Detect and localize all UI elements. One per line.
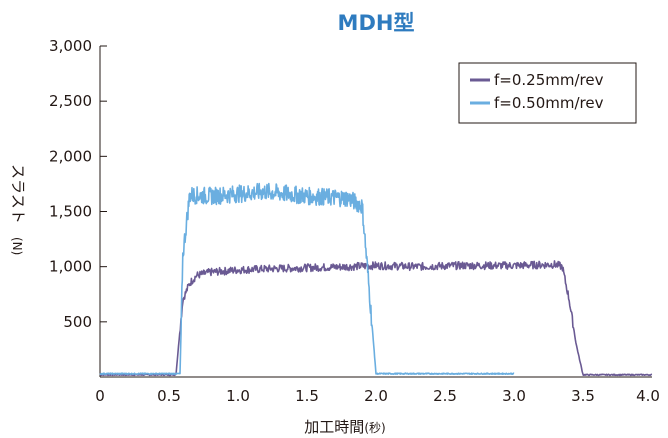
x-axis-unit: (秒) [364, 421, 385, 435]
x-tick-label: 1.5 [295, 387, 319, 405]
x-tick-label: 3.0 [502, 387, 526, 405]
series-layer [99, 182, 653, 377]
y-tick-label: 3,000 [49, 37, 92, 55]
legend-box [458, 62, 637, 124]
x-tick-label: 4.0 [636, 387, 660, 405]
plot-area: 500 1,000 1,500 2,000 2,500 3,000 0 0.5 1.0 1.5 2… [49, 37, 660, 405]
y-tick-label: 2,000 [49, 147, 92, 165]
y-tick-label: 1,000 [49, 258, 92, 276]
x-tick-label: 2.5 [433, 387, 457, 405]
x-tick-label: 0.5 [157, 387, 181, 405]
x-tick-label: 1.0 [226, 387, 250, 405]
x-axis-label-text: 加工時間 [304, 418, 364, 436]
x-tick-label: 0 [95, 387, 105, 405]
y-tick-label: 500 [63, 313, 92, 331]
y-tick-label: 2,500 [49, 92, 92, 110]
y-axis-ticks: 500 1,000 1,500 2,000 2,500 3,000 [49, 37, 107, 331]
x-axis-label: 加工時間(秒) [304, 418, 385, 436]
x-tick-label: 3.5 [571, 387, 595, 405]
legend: f=0.25mm/rev f=0.50mm/rev [458, 62, 637, 124]
series-line-2 [99, 182, 515, 375]
x-axis-ticks: 0 0.5 1.0 1.5 2.0 2.5 3.0 3.5 4.0 [95, 387, 660, 405]
y-tick-label: 1,500 [49, 203, 92, 221]
x-tick-label: 2.0 [364, 387, 388, 405]
legend-label-series-2: f=0.50mm/rev [494, 94, 604, 112]
y-axis-label: スラスト [9, 164, 27, 224]
chart-title: MDH型 [338, 11, 415, 35]
y-axis-unit: (N) [10, 237, 24, 255]
series-line-1 [99, 260, 653, 377]
legend-label-series-1: f=0.25mm/rev [494, 71, 604, 89]
